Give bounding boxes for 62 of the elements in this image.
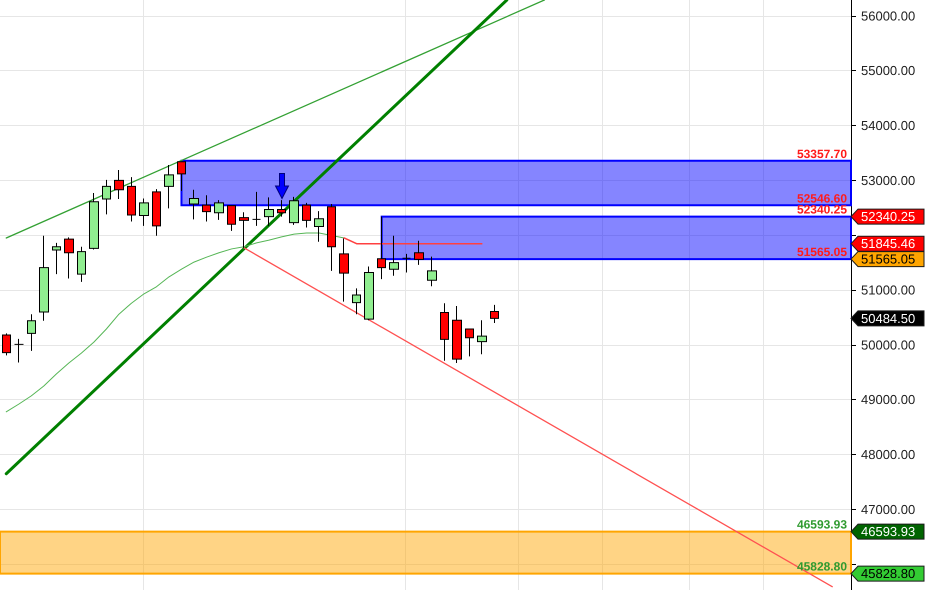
y-tick-label: 53000.00 — [861, 172, 916, 188]
candlestick — [389, 235, 399, 276]
annotation: 46593.93 — [796, 518, 848, 532]
candlestick — [327, 203, 336, 272]
candlestick — [202, 194, 211, 222]
y-tick-label: 51000.00 — [861, 282, 916, 298]
candlestick — [364, 266, 374, 321]
candlestick — [89, 192, 99, 250]
candlestick — [440, 302, 449, 362]
candlestick — [289, 196, 299, 226]
candlestick — [314, 210, 324, 242]
candlestick — [164, 164, 174, 209]
candlestick — [277, 200, 286, 218]
candlestick — [452, 305, 462, 364]
text: 50484.50 — [861, 310, 916, 326]
candlestick — [264, 196, 274, 226]
candlestick — [490, 304, 499, 324]
text: 46593.93 — [861, 524, 916, 540]
candlestick — [27, 314, 36, 352]
y-tick-label: 47000.00 — [861, 502, 916, 517]
annotation: 52340.25 — [796, 202, 848, 217]
candlestick — [252, 191, 261, 226]
candlestick — [339, 238, 349, 302]
annotation: 45828.80 — [796, 560, 848, 574]
candlestick — [77, 246, 86, 282]
candlestick — [239, 212, 249, 248]
annotation: 51565.05 — [796, 245, 848, 260]
text: 45828.80 — [861, 566, 916, 582]
text: 51845.46 — [861, 236, 916, 252]
candlestick — [2, 332, 11, 356]
candlestick — [139, 198, 149, 226]
candlestick — [352, 288, 361, 315]
candlestick — [64, 236, 74, 280]
candlestick — [102, 179, 111, 215]
candlestick — [114, 169, 124, 200]
candlestick — [52, 242, 61, 275]
y-tick-label: 55000.00 — [861, 63, 916, 78]
y-tick-label: 56000.00 — [861, 8, 916, 24]
y-tick-label: 50000.00 — [861, 337, 916, 352]
candlestick — [377, 216, 386, 280]
text: 52340.25 — [861, 209, 916, 224]
text: 51565.05 — [861, 252, 916, 267]
candlestick — [477, 320, 487, 355]
line-series — [6, 232, 345, 412]
candlestick — [465, 328, 474, 357]
y-tick-label: 49000.00 — [861, 392, 916, 408]
candlestick — [127, 176, 136, 222]
candlestick — [214, 200, 224, 220]
candlestick — [302, 202, 311, 228]
annotation: 53357.70 — [796, 146, 848, 161]
candlestick — [189, 189, 199, 220]
candlestick — [227, 204, 236, 232]
annotation: 52546.60 — [796, 191, 848, 206]
candlestick — [427, 256, 437, 287]
y-tick-label: 54000.00 — [861, 118, 916, 134]
candlestick — [39, 235, 49, 322]
candlestick — [414, 240, 424, 266]
candlestick — [177, 160, 186, 192]
candlestick — [152, 188, 161, 236]
y-tick-label: 48000.00 — [861, 447, 916, 462]
candlestick — [402, 253, 411, 274]
candlestick — [14, 338, 24, 363]
